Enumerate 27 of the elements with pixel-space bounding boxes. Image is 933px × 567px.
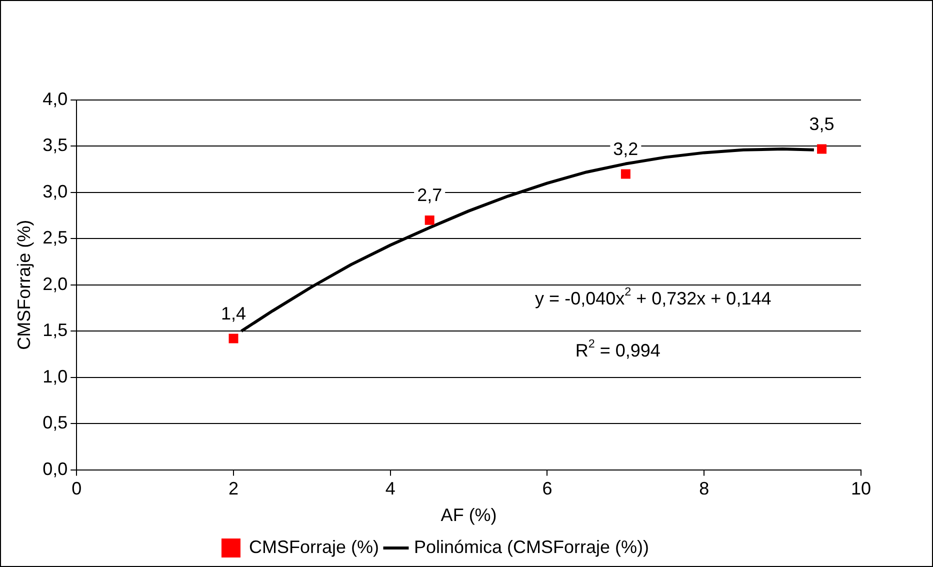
x-tick-label: 8 bbox=[699, 478, 710, 499]
point bbox=[817, 144, 827, 154]
legend-label: Polinómica (CMSForraje (%)) bbox=[414, 536, 650, 557]
y-tick-label: 0,5 bbox=[42, 412, 68, 433]
y-tick-label: 1,0 bbox=[42, 366, 68, 386]
x-tick-label: 4 bbox=[385, 478, 396, 499]
y-tick-label: 2,5 bbox=[42, 228, 68, 248]
point bbox=[228, 334, 238, 344]
point bbox=[620, 169, 630, 179]
y-tick-label: 3,0 bbox=[42, 181, 68, 202]
data-label: 3,2 bbox=[613, 138, 638, 159]
x-tick-label: 10 bbox=[850, 478, 872, 499]
legend-label: CMSForraje (%) bbox=[248, 536, 379, 557]
x-axis-title: AF (%) bbox=[440, 505, 497, 526]
point bbox=[424, 215, 434, 225]
y-axis-title: CMSForraje (%) bbox=[14, 220, 34, 350]
data-label: 2,7 bbox=[417, 185, 442, 206]
y-tick-label: 3,5 bbox=[42, 135, 68, 156]
x-tick-label: 0 bbox=[72, 478, 82, 499]
data-label: 1,4 bbox=[220, 303, 246, 324]
y-tick-label: 2,0 bbox=[42, 274, 68, 294]
y-tick-label: 4,0 bbox=[42, 88, 68, 109]
y-tick-label: 1,5 bbox=[42, 320, 68, 340]
data-label: 3,5 bbox=[809, 114, 834, 134]
y-tick-label: 0,0 bbox=[42, 458, 68, 479]
x-tick-label: 6 bbox=[542, 478, 552, 499]
x-tick-label: 2 bbox=[228, 478, 239, 499]
